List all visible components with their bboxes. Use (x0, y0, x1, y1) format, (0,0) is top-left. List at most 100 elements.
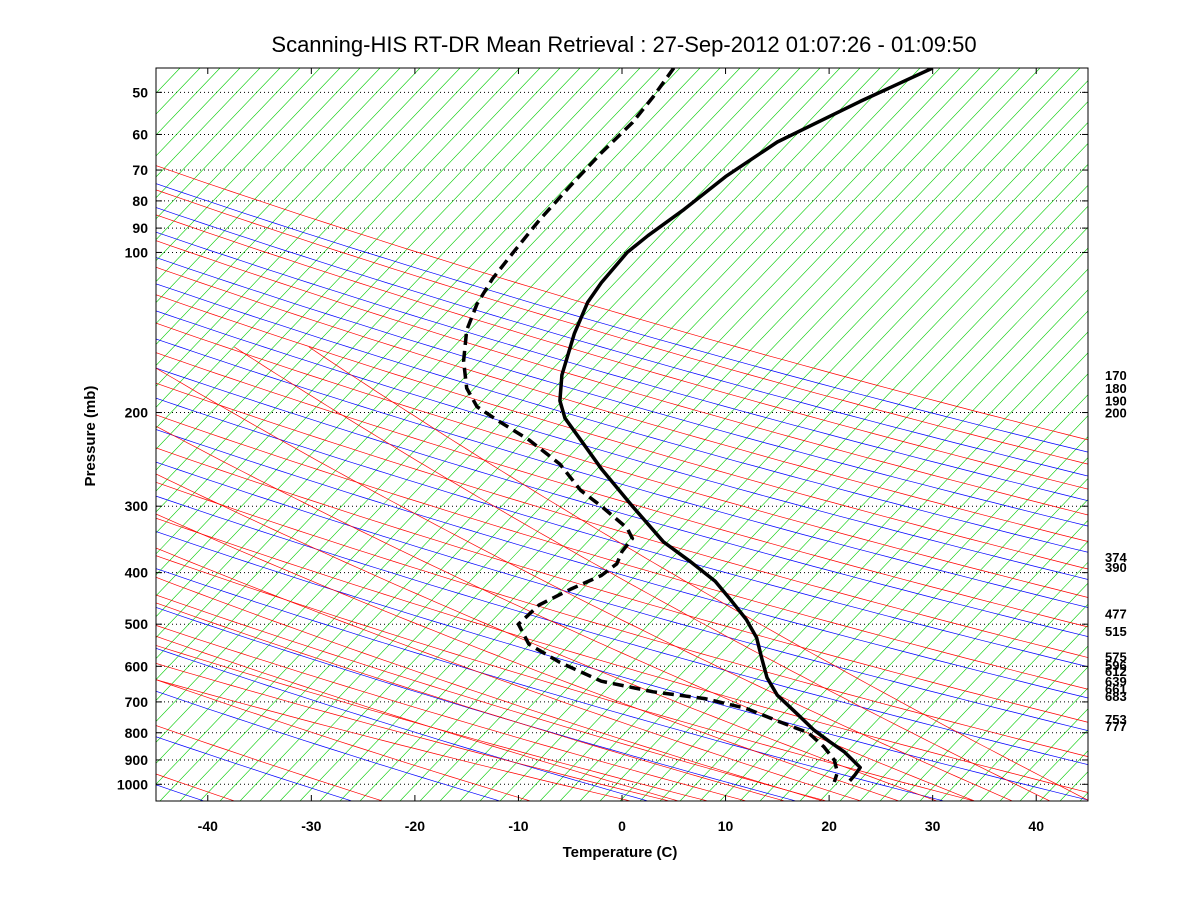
level-label: 661 (1105, 682, 1127, 697)
level-label: 180 (1105, 381, 1127, 396)
mixing-ratio-line (156, 68, 421, 345)
level-label: 575 (1105, 649, 1127, 664)
y-tick-label: 300 (125, 498, 149, 514)
x-tick-label: 0 (618, 818, 626, 834)
mixing-ratio-line (339, 68, 1041, 801)
moist-adiabat-line (156, 447, 1088, 723)
y-tick-label: 1000 (117, 776, 148, 792)
moist-adiabat-line (156, 576, 823, 801)
y-tick-label: 700 (125, 694, 149, 710)
moist-adiabat-line (156, 473, 937, 801)
mixing-ratio-line (156, 68, 301, 220)
mixing-ratio-line (156, 68, 261, 178)
mixing-ratio-line (539, 226, 1088, 801)
chart-title: Scanning-HIS RT-DR Mean Retrieval : 27-S… (271, 32, 976, 57)
mixing-ratio-line (959, 666, 1088, 801)
level-label: 639 (1105, 674, 1127, 689)
moist-adiabat-line (308, 346, 1088, 801)
y-axis-ticks: 50 60 70 80 90 100 200 300 400 500 600 700 800 900 100… (117, 84, 1088, 792)
mixing-ratio-line (1079, 792, 1088, 801)
mixing-ratio-line (919, 624, 1088, 801)
dry-adiabat-line (156, 310, 1088, 580)
mixing-ratio-line (739, 436, 1088, 801)
x-tick-label: 10 (718, 818, 734, 834)
moist-adiabat-line (156, 625, 747, 801)
dry-adiabat-line (156, 495, 1088, 765)
mixing-ratio-line (519, 205, 1088, 801)
y-tick-label: 80 (132, 193, 148, 209)
level-label: 170 (1105, 368, 1127, 383)
moist-adiabat-line (156, 635, 679, 801)
moist-adiabat-line (156, 602, 785, 801)
mixing-ratio-line (699, 394, 1088, 801)
mixing-ratio-line (719, 415, 1088, 801)
mixing-ratio-line (939, 645, 1088, 801)
mixing-ratio-line (156, 68, 241, 157)
moist-adiabat-line (156, 294, 1088, 570)
moist-adiabat-line (156, 517, 1088, 793)
mixing-ratio-line (579, 268, 1088, 801)
dry-adiabat-line (156, 207, 1088, 477)
thermo-background-lines (156, 68, 1200, 801)
level-label: 374 (1105, 550, 1127, 565)
temperature-profile-line (558, 68, 934, 782)
mixing-ratio-line (819, 519, 1088, 801)
level-label: 596 (1105, 658, 1127, 673)
x-tick-label: 40 (1028, 818, 1044, 834)
mixing-ratio-line (419, 101, 1088, 801)
moist-adiabat-line (234, 346, 1051, 801)
mixing-ratio-line (156, 68, 741, 680)
dry-adiabat-line (156, 338, 1088, 608)
y-tick-label: 100 (125, 244, 149, 260)
mixing-ratio-line (559, 247, 1088, 801)
profile-series (461, 68, 934, 783)
moist-adiabat-line (156, 645, 708, 801)
mixing-ratio-line (156, 68, 801, 743)
moist-adiabat-line (156, 240, 1088, 516)
mixing-ratio-line (799, 498, 1088, 801)
mixing-ratio-line (439, 122, 1088, 801)
moist-adiabat-line (156, 322, 1088, 598)
level-label: 190 (1105, 394, 1127, 409)
mixing-ratio-line (156, 68, 841, 785)
y-tick-label: 600 (125, 658, 149, 674)
y-tick-label: 90 (132, 220, 148, 236)
moist-adiabat-line (156, 679, 531, 801)
dry-adiabat-line (156, 736, 352, 801)
moist-adiabat-line (156, 367, 1013, 801)
mixing-ratio-line (156, 68, 521, 450)
mixing-ratio-line (156, 68, 581, 513)
mixing-ratio-line (839, 540, 1088, 801)
dry-adiabat-line (156, 429, 1088, 699)
mixing-ratio-line (499, 184, 1088, 801)
mixing-ratio-line (156, 68, 281, 199)
y-axis-label: Pressure (mb) (82, 386, 99, 487)
dewpoint-profile-line (461, 68, 840, 783)
dry-adiabat-line (156, 607, 796, 801)
moist-adiabat-line (156, 679, 631, 801)
mixing-ratio-line (219, 68, 921, 801)
level-label: 515 (1105, 624, 1127, 639)
moist-adiabat-line (156, 555, 975, 801)
mixing-ratio-line (239, 68, 941, 801)
y-tick-label: 500 (125, 616, 149, 632)
x-axis-ticks: -40 -30 -20 -10 0 10 20 30 40 (198, 68, 1044, 834)
dry-adiabat-line (156, 367, 1088, 637)
mixing-ratio-line (156, 68, 541, 471)
moist-adiabat-line (156, 266, 1088, 542)
dry-adiabat-line (156, 397, 1088, 668)
level-label: 753 (1105, 712, 1127, 727)
level-label: 777 (1105, 719, 1127, 734)
moist-adiabat-line (156, 547, 861, 801)
mixing-ratio-line (979, 687, 1088, 801)
moist-adiabat-line (156, 352, 1088, 628)
x-tick-label: -20 (405, 818, 425, 834)
x-tick-label: -40 (198, 818, 218, 834)
mixing-ratio-line (1180, 68, 1200, 801)
mixing-ratio-line (1120, 68, 1200, 801)
mixing-ratio-line (156, 68, 381, 303)
mixing-ratio-line (179, 68, 881, 801)
mixing-ratio-line (599, 289, 1088, 801)
mixing-ratio-line (156, 68, 761, 701)
